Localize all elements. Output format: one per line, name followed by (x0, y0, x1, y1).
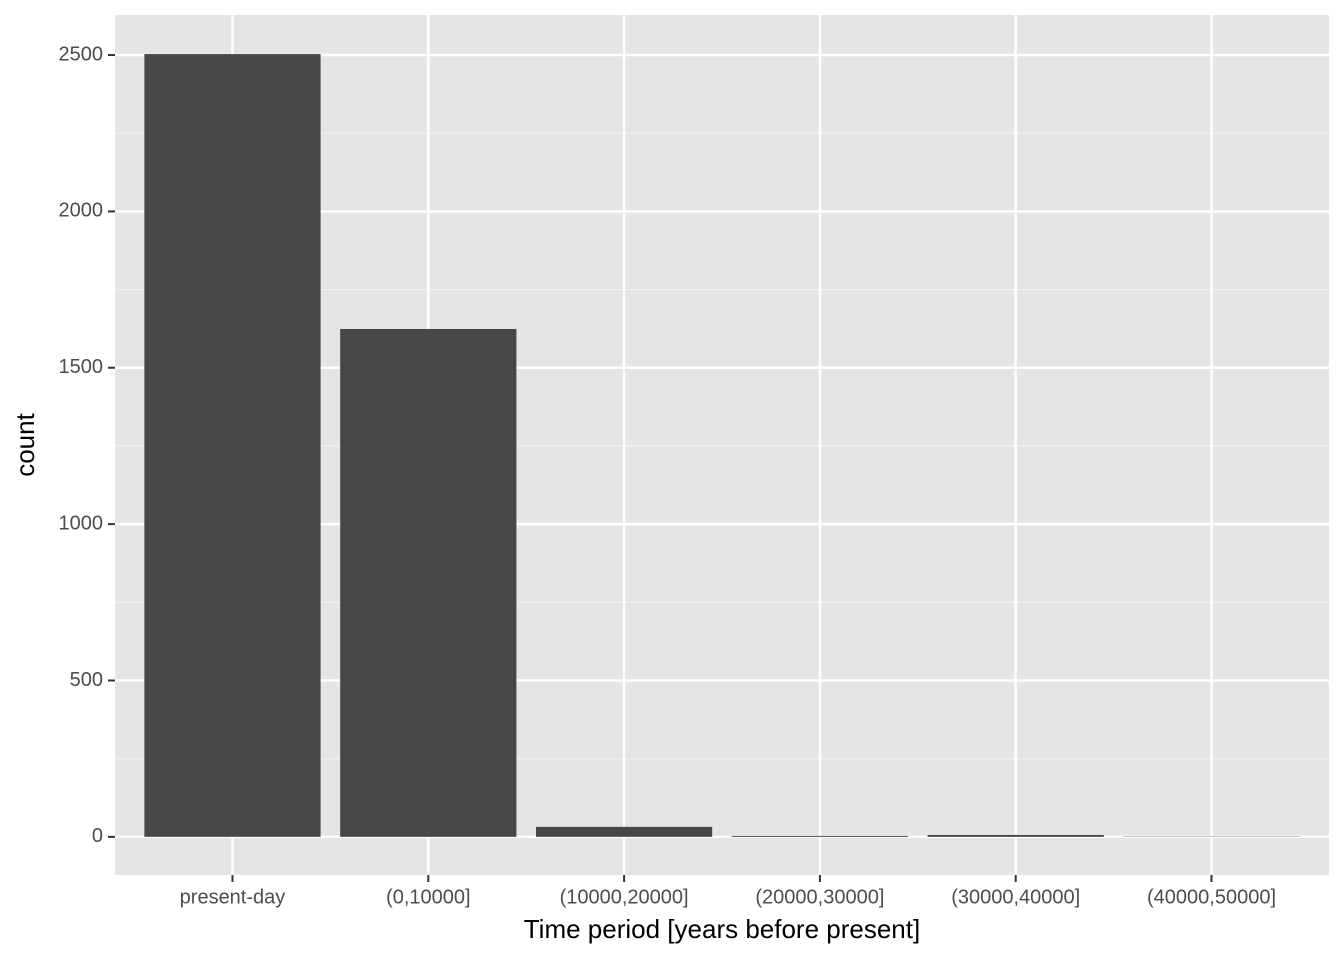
y-tick-label: 1000 (59, 512, 104, 534)
y-tick-label: 2500 (59, 43, 104, 65)
x-tick-label: (30000,40000] (951, 886, 1080, 908)
x-tick-label: (20000,30000] (755, 886, 884, 908)
x-tick-label: (0,10000] (386, 886, 471, 908)
bar (535, 826, 713, 837)
x-tick-label: (40000,50000] (1147, 886, 1276, 908)
y-tick-label: 500 (70, 669, 103, 691)
x-tick-label: (10000,20000] (560, 886, 689, 908)
bar (144, 54, 321, 837)
x-tick-label: present-day (180, 886, 286, 908)
y-tick-label: 0 (92, 825, 103, 847)
x-axis-title: Time period [years before present] (524, 914, 920, 944)
bar (340, 328, 517, 837)
y-tick-label: 2000 (59, 200, 104, 222)
bar (927, 834, 1104, 837)
y-axis-title: count (10, 412, 40, 476)
bar (731, 835, 909, 837)
y-tick-label: 1500 (59, 356, 104, 378)
